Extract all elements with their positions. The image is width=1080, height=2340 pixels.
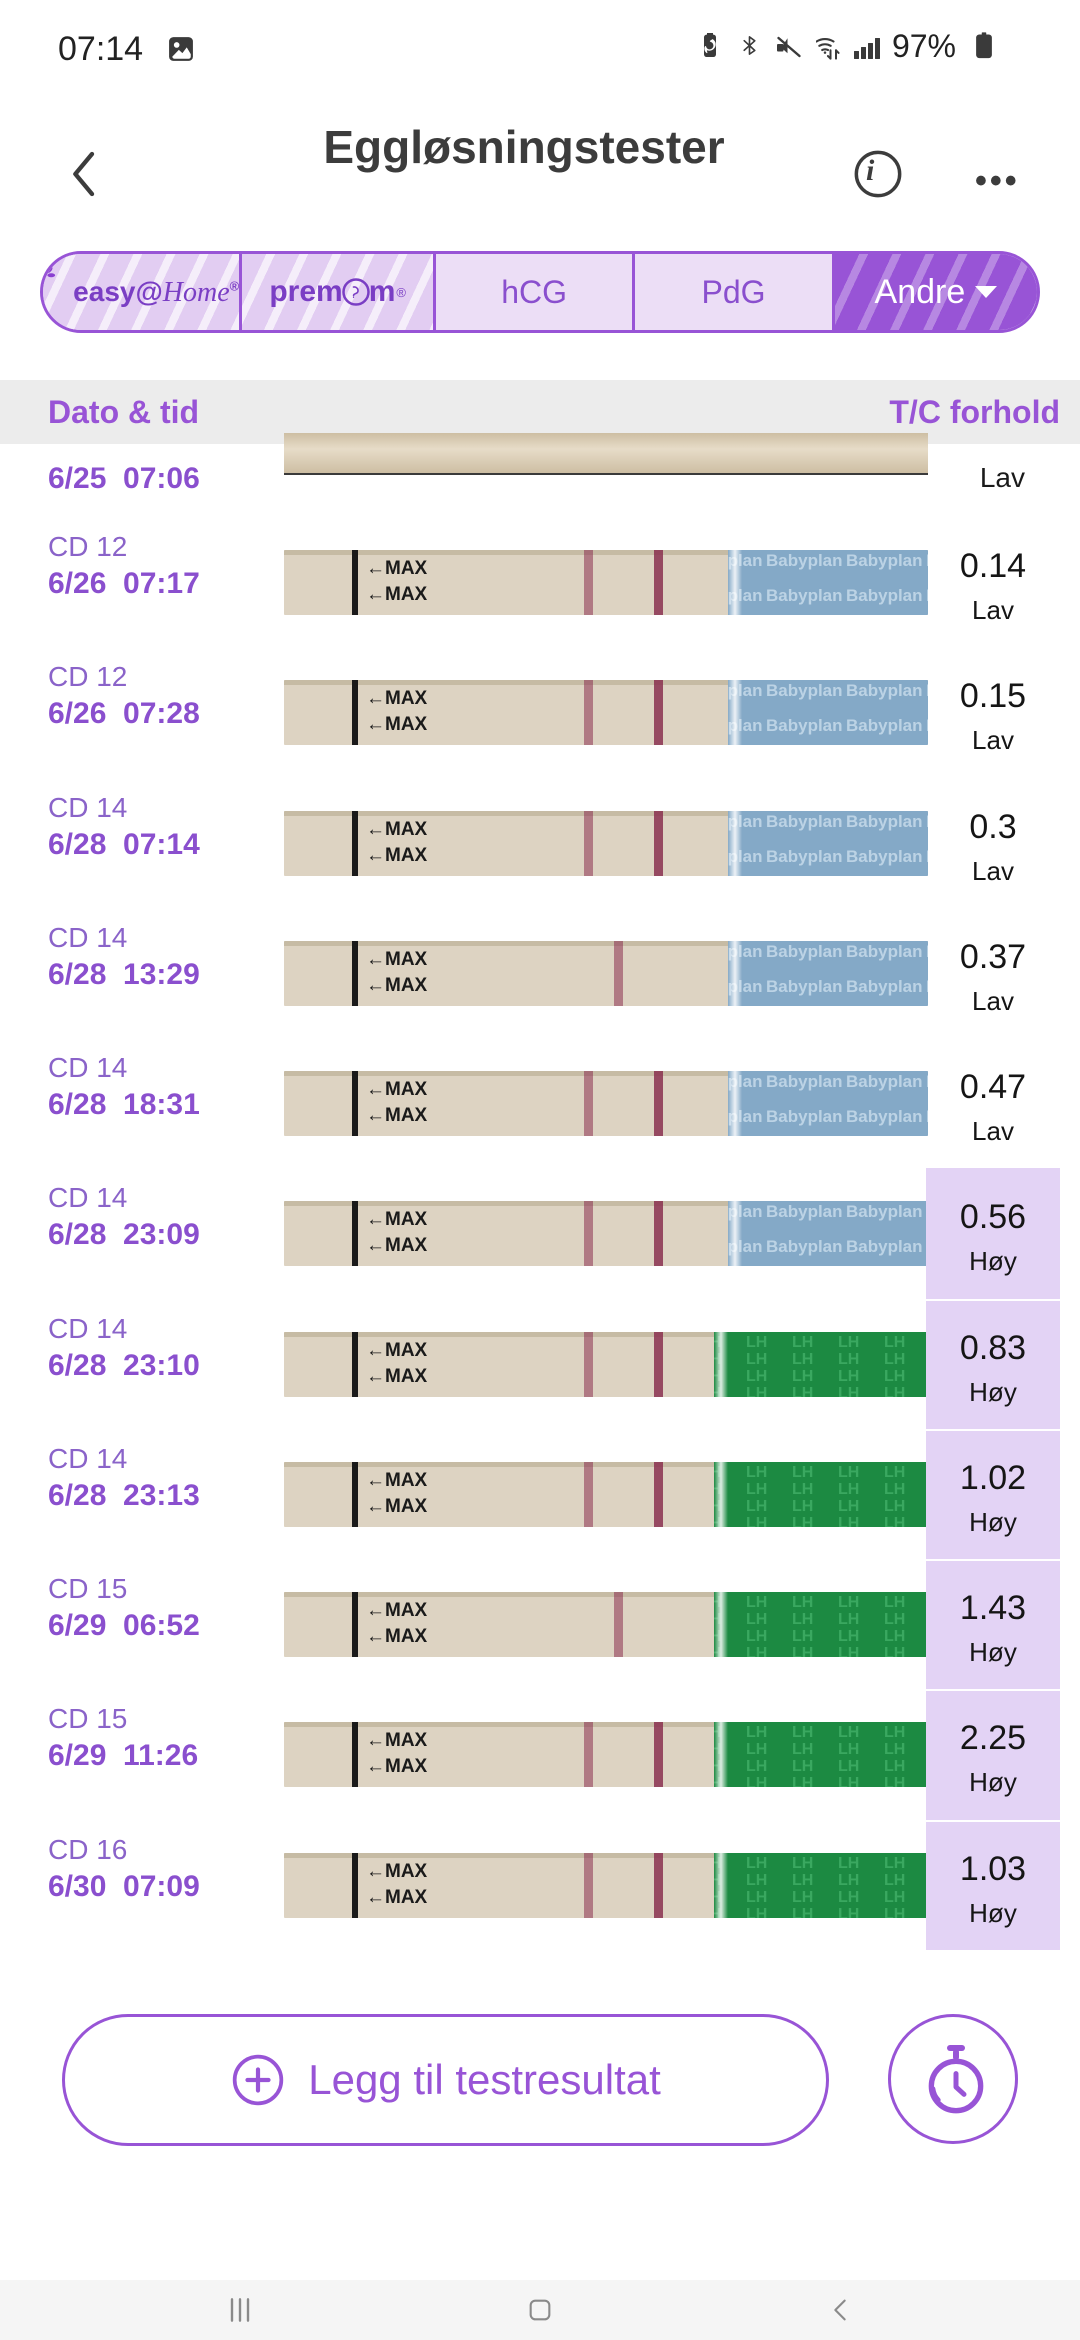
svg-text:←MAX: ←MAX (366, 1105, 428, 1126)
svg-text:←MAX: ←MAX (366, 584, 428, 605)
svg-text:←MAX: ←MAX (366, 1209, 428, 1230)
svg-text:←MAX: ←MAX (366, 1366, 428, 1387)
svg-text:←MAX: ←MAX (366, 845, 428, 866)
svg-text:←MAX: ←MAX (366, 1861, 428, 1882)
svg-text:←MAX: ←MAX (366, 1626, 428, 1647)
svg-text:←MAX: ←MAX (366, 1496, 428, 1517)
svg-text:←MAX: ←MAX (366, 714, 428, 735)
svg-text:←MAX: ←MAX (366, 1756, 428, 1777)
svg-text:←MAX: ←MAX (366, 1470, 428, 1491)
svg-text:←MAX: ←MAX (366, 949, 428, 970)
svg-text:←MAX: ←MAX (366, 1887, 428, 1908)
svg-text:←MAX: ←MAX (366, 975, 428, 996)
svg-text:←MAX: ←MAX (366, 1079, 428, 1100)
svg-text:←MAX: ←MAX (366, 1730, 428, 1751)
svg-text:←MAX: ←MAX (366, 558, 428, 579)
svg-text:←MAX: ←MAX (366, 688, 428, 709)
svg-text:←MAX: ←MAX (366, 819, 428, 840)
svg-text:←MAX: ←MAX (366, 1600, 428, 1621)
svg-text:←MAX: ←MAX (366, 1340, 428, 1361)
svg-text:←MAX: ←MAX (366, 1235, 428, 1256)
